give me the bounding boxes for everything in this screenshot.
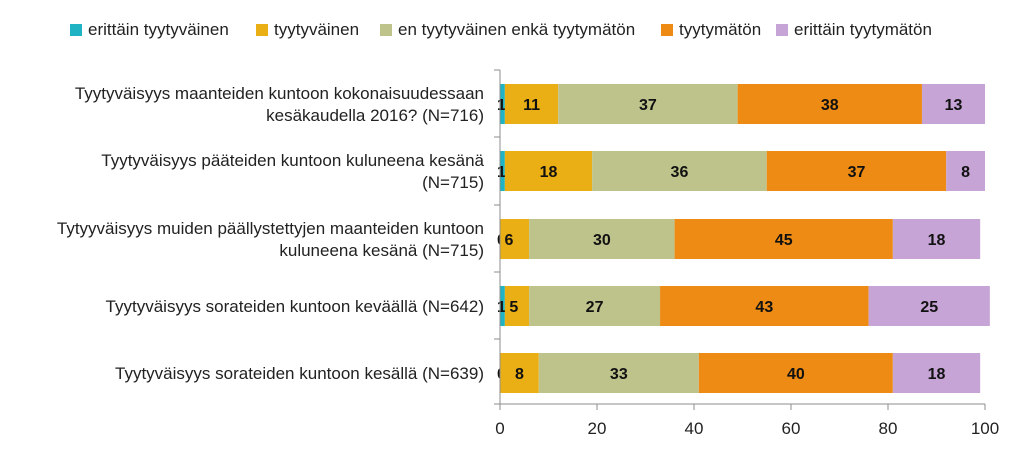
bar-segment (766, 151, 947, 191)
data-label: 43 (755, 299, 773, 316)
x-tick-label: 80 (879, 419, 898, 438)
bar-segment (946, 151, 985, 191)
bar-segment (500, 84, 505, 124)
bar-segment (592, 151, 767, 191)
legend-label: erittäin tyytymätön (794, 20, 932, 39)
data-label: 40 (787, 366, 805, 383)
data-label: 36 (671, 164, 689, 181)
data-label: 18 (928, 366, 946, 383)
data-label: 11 (523, 97, 540, 114)
bar-segment (504, 84, 559, 124)
data-label: 25 (920, 299, 938, 316)
category-label: Tyytyväisyys maanteiden kuntoon kokonais… (75, 84, 484, 103)
category-label: Tyytyväisyys sorateiden kuntoon kesällä … (115, 364, 484, 383)
data-label: 18 (928, 232, 946, 249)
bar-segment (500, 286, 505, 326)
bar-segment (529, 286, 661, 326)
category-label: Tyytyväisyys sorateiden kuntoon keväällä… (106, 297, 484, 316)
bar-segment (674, 219, 893, 259)
bar-segment (538, 353, 699, 393)
x-tick-label: 0 (495, 419, 504, 438)
legend-item: tyytymätön (661, 15, 761, 45)
data-label: 5 (509, 299, 518, 316)
category-label: (N=715) (422, 173, 484, 192)
bar-segment (529, 219, 675, 259)
data-label: 8 (961, 164, 970, 181)
bar-segment (558, 84, 738, 124)
legend-item: erittäin tyytymätön (776, 15, 932, 45)
data-label: 27 (586, 299, 604, 316)
bar-segment (892, 219, 981, 259)
bar-segment (698, 353, 893, 393)
legend: erittäin tyytyväinen tyytyväinen en tyytyv… (0, 15, 1023, 45)
legend-swatch (70, 24, 82, 36)
legend-item: erittäin tyytyväinen (70, 15, 229, 45)
legend-swatch (661, 24, 673, 36)
legend-item: en tyytyväinen enkä tyytymätön (380, 15, 635, 45)
legend-swatch (256, 24, 268, 36)
legend-label: en tyytyväinen enkä tyytymätön (398, 20, 636, 39)
data-label: 13 (945, 97, 963, 114)
category-label: Tyytyväisyys pääteiden kuntoon kuluneena… (101, 151, 484, 170)
data-label: 38 (821, 97, 839, 114)
legend-item: tyytyväinen (256, 15, 359, 45)
bar-segment (737, 84, 922, 124)
legend-swatch (776, 24, 788, 36)
data-label: 33 (610, 366, 628, 383)
bar-segment (504, 286, 530, 326)
bar-segment (500, 353, 539, 393)
data-label: 6 (505, 232, 514, 249)
bar-segment (921, 84, 985, 124)
bar-segment (500, 219, 530, 259)
x-tick-label: 60 (782, 419, 801, 438)
legend-label: tyytyväinen (274, 20, 360, 39)
category-label: Tytyyväisyys muiden päällystettyjen maan… (57, 219, 484, 238)
data-label: 1 (497, 164, 506, 181)
x-tick-label: 40 (685, 419, 704, 438)
data-label: 37 (639, 97, 657, 114)
data-label: 30 (593, 232, 611, 249)
x-tick-label: 20 (588, 419, 607, 438)
data-label: 1 (497, 299, 506, 316)
bar-segment (868, 286, 990, 326)
category-label: kesäkaudella 2016? (N=716) (266, 106, 484, 125)
bar-segment (660, 286, 869, 326)
x-tick-label: 100 (971, 419, 999, 438)
data-label: 18 (540, 164, 558, 181)
data-label: 8 (515, 366, 524, 383)
legend-label: tyytymätön (679, 20, 762, 39)
category-label: kuluneena kesänä (N=715) (279, 241, 484, 260)
bar-segment (504, 151, 593, 191)
bar-segment (892, 353, 981, 393)
legend-label: erittäin tyytyväinen (88, 20, 229, 39)
data-label: 37 (848, 164, 866, 181)
legend-swatch (380, 24, 392, 36)
bar-segment (500, 151, 505, 191)
data-label: 1 (497, 97, 506, 114)
data-label: 45 (775, 232, 793, 249)
